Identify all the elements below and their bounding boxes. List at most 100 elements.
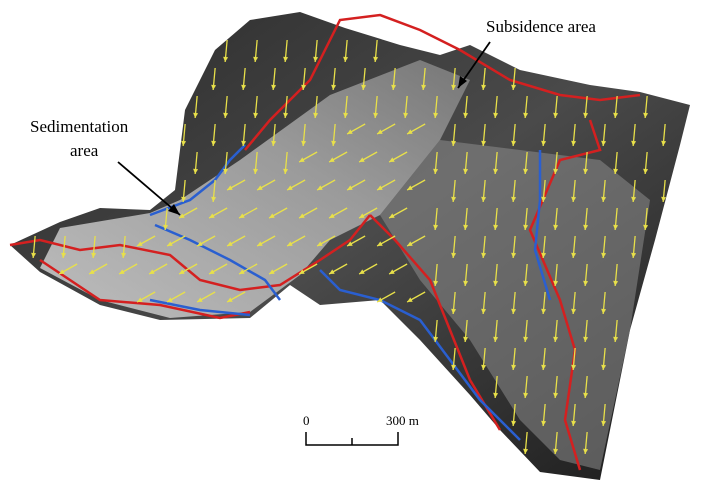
flow-arrowhead (253, 168, 259, 174)
flow-arrowhead (451, 252, 457, 258)
flow-arrowhead (523, 336, 529, 342)
flow-arrowhead (227, 185, 233, 190)
flow-arrowhead (631, 196, 637, 202)
flow-arrowhead (601, 308, 607, 314)
flow-arrowhead (631, 140, 637, 146)
flow-arrowhead (283, 168, 289, 174)
flow-arrowhead (167, 241, 173, 246)
flow-arrowhead (451, 84, 457, 90)
flow-arrowhead (137, 241, 143, 246)
displacement-arrows (31, 39, 667, 455)
flow-arrowhead (373, 112, 379, 118)
flow-arrowhead (541, 252, 547, 258)
flow-arrowhead (541, 364, 547, 370)
flow-arrowhead (433, 280, 439, 286)
flow-arrowhead (523, 448, 529, 454)
flow-arrowhead (301, 84, 307, 90)
flow-arrowhead (283, 56, 289, 62)
flow-arrowhead (331, 140, 337, 146)
flow-arrowhead (493, 224, 499, 230)
flow-arrowhead (493, 168, 499, 174)
flow-arrowhead (253, 56, 259, 62)
flow-arrowhead (463, 112, 469, 118)
flow-arrowhead (359, 269, 365, 274)
flow-arrowhead (197, 297, 203, 302)
flow-arrowhead (239, 213, 245, 218)
flow-arrowhead (481, 308, 487, 314)
flow-arrowhead (613, 168, 619, 174)
flow-arrowhead (433, 336, 439, 342)
flow-arrowhead (121, 252, 127, 258)
flow-arrowhead (271, 84, 277, 90)
flow-arrowhead (643, 112, 649, 118)
flow-arrowhead (407, 185, 413, 190)
flow-arrowhead (553, 112, 559, 118)
flow-arrowhead (523, 112, 529, 118)
flow-arrowhead (163, 224, 169, 230)
flow-arrowhead (583, 392, 589, 398)
flow-arrowhead (553, 280, 559, 286)
flow-arrowhead (511, 364, 517, 370)
flow-arrowhead (227, 241, 233, 246)
flow-arrowhead (181, 140, 187, 146)
flow-arrowhead (643, 168, 649, 174)
flow-arrowhead (601, 364, 607, 370)
scale-bar-line (305, 432, 399, 446)
flow-arrowhead (613, 336, 619, 342)
flow-arrowhead (511, 196, 517, 202)
flow-arrowhead (209, 213, 215, 218)
flow-arrowhead (391, 84, 397, 90)
flow-arrowhead (257, 241, 263, 246)
flow-arrowhead (197, 241, 203, 246)
flow-arrowhead (601, 252, 607, 258)
flow-arrowhead (613, 280, 619, 286)
flow-arrowhead (553, 336, 559, 342)
scale-bar: 0 300 m (303, 413, 419, 446)
flow-arrowhead (583, 280, 589, 286)
flow-arrowhead (359, 213, 365, 218)
flow-arrowhead (211, 140, 217, 146)
flow-arrowhead (179, 269, 185, 274)
flow-arrowhead (583, 336, 589, 342)
flow-arrowhead (301, 140, 307, 146)
flow-arrowhead (403, 112, 409, 118)
red-boundary (9, 13, 641, 471)
flow-arrowhead (377, 185, 383, 190)
flow-arrowhead (511, 252, 517, 258)
flow-arrowhead (61, 252, 67, 258)
flow-arrowhead (223, 56, 229, 62)
sedimentation-label-line2: area (70, 141, 99, 160)
flow-arrowhead (329, 269, 335, 274)
flow-arrowhead (179, 213, 185, 218)
flow-arrowhead (31, 252, 37, 258)
flow-arrowhead (463, 168, 469, 174)
flow-arrowhead (389, 269, 395, 274)
flow-arrowhead (511, 140, 517, 146)
flow-arrowhead (299, 269, 305, 274)
flow-arrowhead (571, 308, 577, 314)
sedimentation-label-line1: Sedimentation (30, 117, 129, 136)
flow-arrowhead (239, 269, 245, 274)
flow-arrowhead (193, 112, 199, 118)
flow-arrowhead (253, 112, 259, 118)
subsidence-arrowhead (458, 76, 467, 88)
flow-arrowhead (209, 269, 215, 274)
flow-arrowhead (317, 185, 323, 190)
flow-arrowhead (317, 241, 323, 246)
flow-arrowhead (481, 84, 487, 90)
flow-arrowhead (451, 364, 457, 370)
flow-arrowhead (661, 140, 667, 146)
flow-arrowhead (463, 280, 469, 286)
flow-arrowhead (287, 185, 293, 190)
flow-arrowhead (451, 308, 457, 314)
flow-arrowhead (451, 196, 457, 202)
flow-arrowhead (571, 420, 577, 426)
flow-arrowhead (613, 224, 619, 230)
flow-arrowhead (167, 297, 173, 302)
flow-arrowhead (343, 112, 349, 118)
flow-arrowhead (511, 308, 517, 314)
flow-arrowhead (433, 112, 439, 118)
flow-arrowhead (553, 168, 559, 174)
subsidence-label: Subsidence area (486, 17, 596, 36)
flow-arrowhead (193, 168, 199, 174)
